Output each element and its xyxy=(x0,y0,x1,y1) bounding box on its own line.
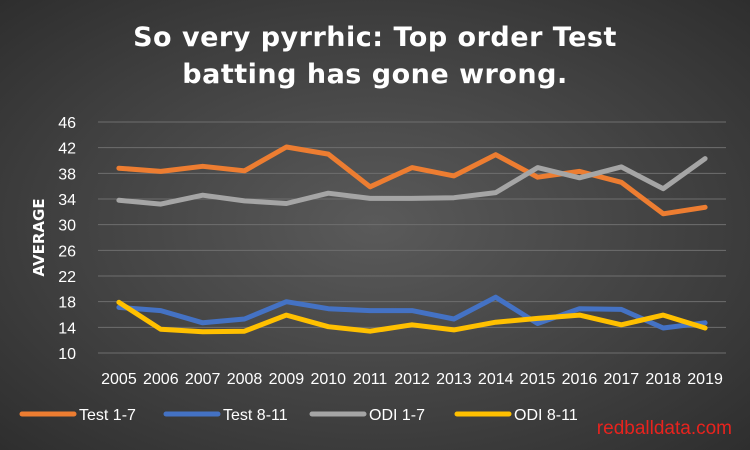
x-tick-label: 2010 xyxy=(310,371,346,388)
x-tick-label: 2018 xyxy=(645,371,681,388)
legend-label: Test 8-11 xyxy=(223,407,288,424)
legend-label: ODI 8-11 xyxy=(514,407,578,424)
x-tick-label: 2008 xyxy=(227,371,263,388)
x-tick-label: 2016 xyxy=(562,371,598,388)
x-tick-label: 2011 xyxy=(353,371,388,388)
y-tick-label: 22 xyxy=(58,269,76,286)
y-tick-label: 10 xyxy=(58,346,76,363)
y-tick-label: 46 xyxy=(58,115,76,132)
y-tick-label: 14 xyxy=(58,320,76,337)
x-tick-label: 2005 xyxy=(101,371,137,388)
legend-label: ODI 1-7 xyxy=(369,407,425,424)
x-tick-label: 2007 xyxy=(185,371,221,388)
x-tick-label: 2014 xyxy=(478,371,514,388)
watermark: redballdata.com xyxy=(596,418,732,439)
legend-label: Test 1-7 xyxy=(79,407,136,424)
x-tick-label: 2012 xyxy=(394,371,430,388)
y-tick-label: 26 xyxy=(58,243,76,260)
x-tick-label: 2019 xyxy=(687,371,723,388)
x-tick-label: 2009 xyxy=(269,371,305,388)
y-tick-label: 18 xyxy=(58,295,76,312)
x-tick-label: 2017 xyxy=(604,371,640,388)
x-tick-label: 2015 xyxy=(520,371,556,388)
series-line-test-1-7 xyxy=(116,144,708,217)
series-line-odi-1-7 xyxy=(116,156,708,207)
x-tick-label: 2013 xyxy=(436,371,472,388)
y-tick-label: 38 xyxy=(58,166,76,183)
y-axis-label: AVERAGE xyxy=(30,198,48,276)
chart-title-line-1: So very pyrrhic: Top order Test xyxy=(133,22,617,53)
y-tick-label: 42 xyxy=(58,141,76,158)
y-tick-label: 30 xyxy=(58,218,76,235)
series-line-odi-8-11 xyxy=(116,299,708,335)
x-tick-label: 2006 xyxy=(143,371,179,388)
series-line-test-8-11 xyxy=(116,294,708,331)
chart-title-line-2: batting has gone wrong. xyxy=(182,59,568,90)
y-tick-label: 34 xyxy=(58,192,76,209)
